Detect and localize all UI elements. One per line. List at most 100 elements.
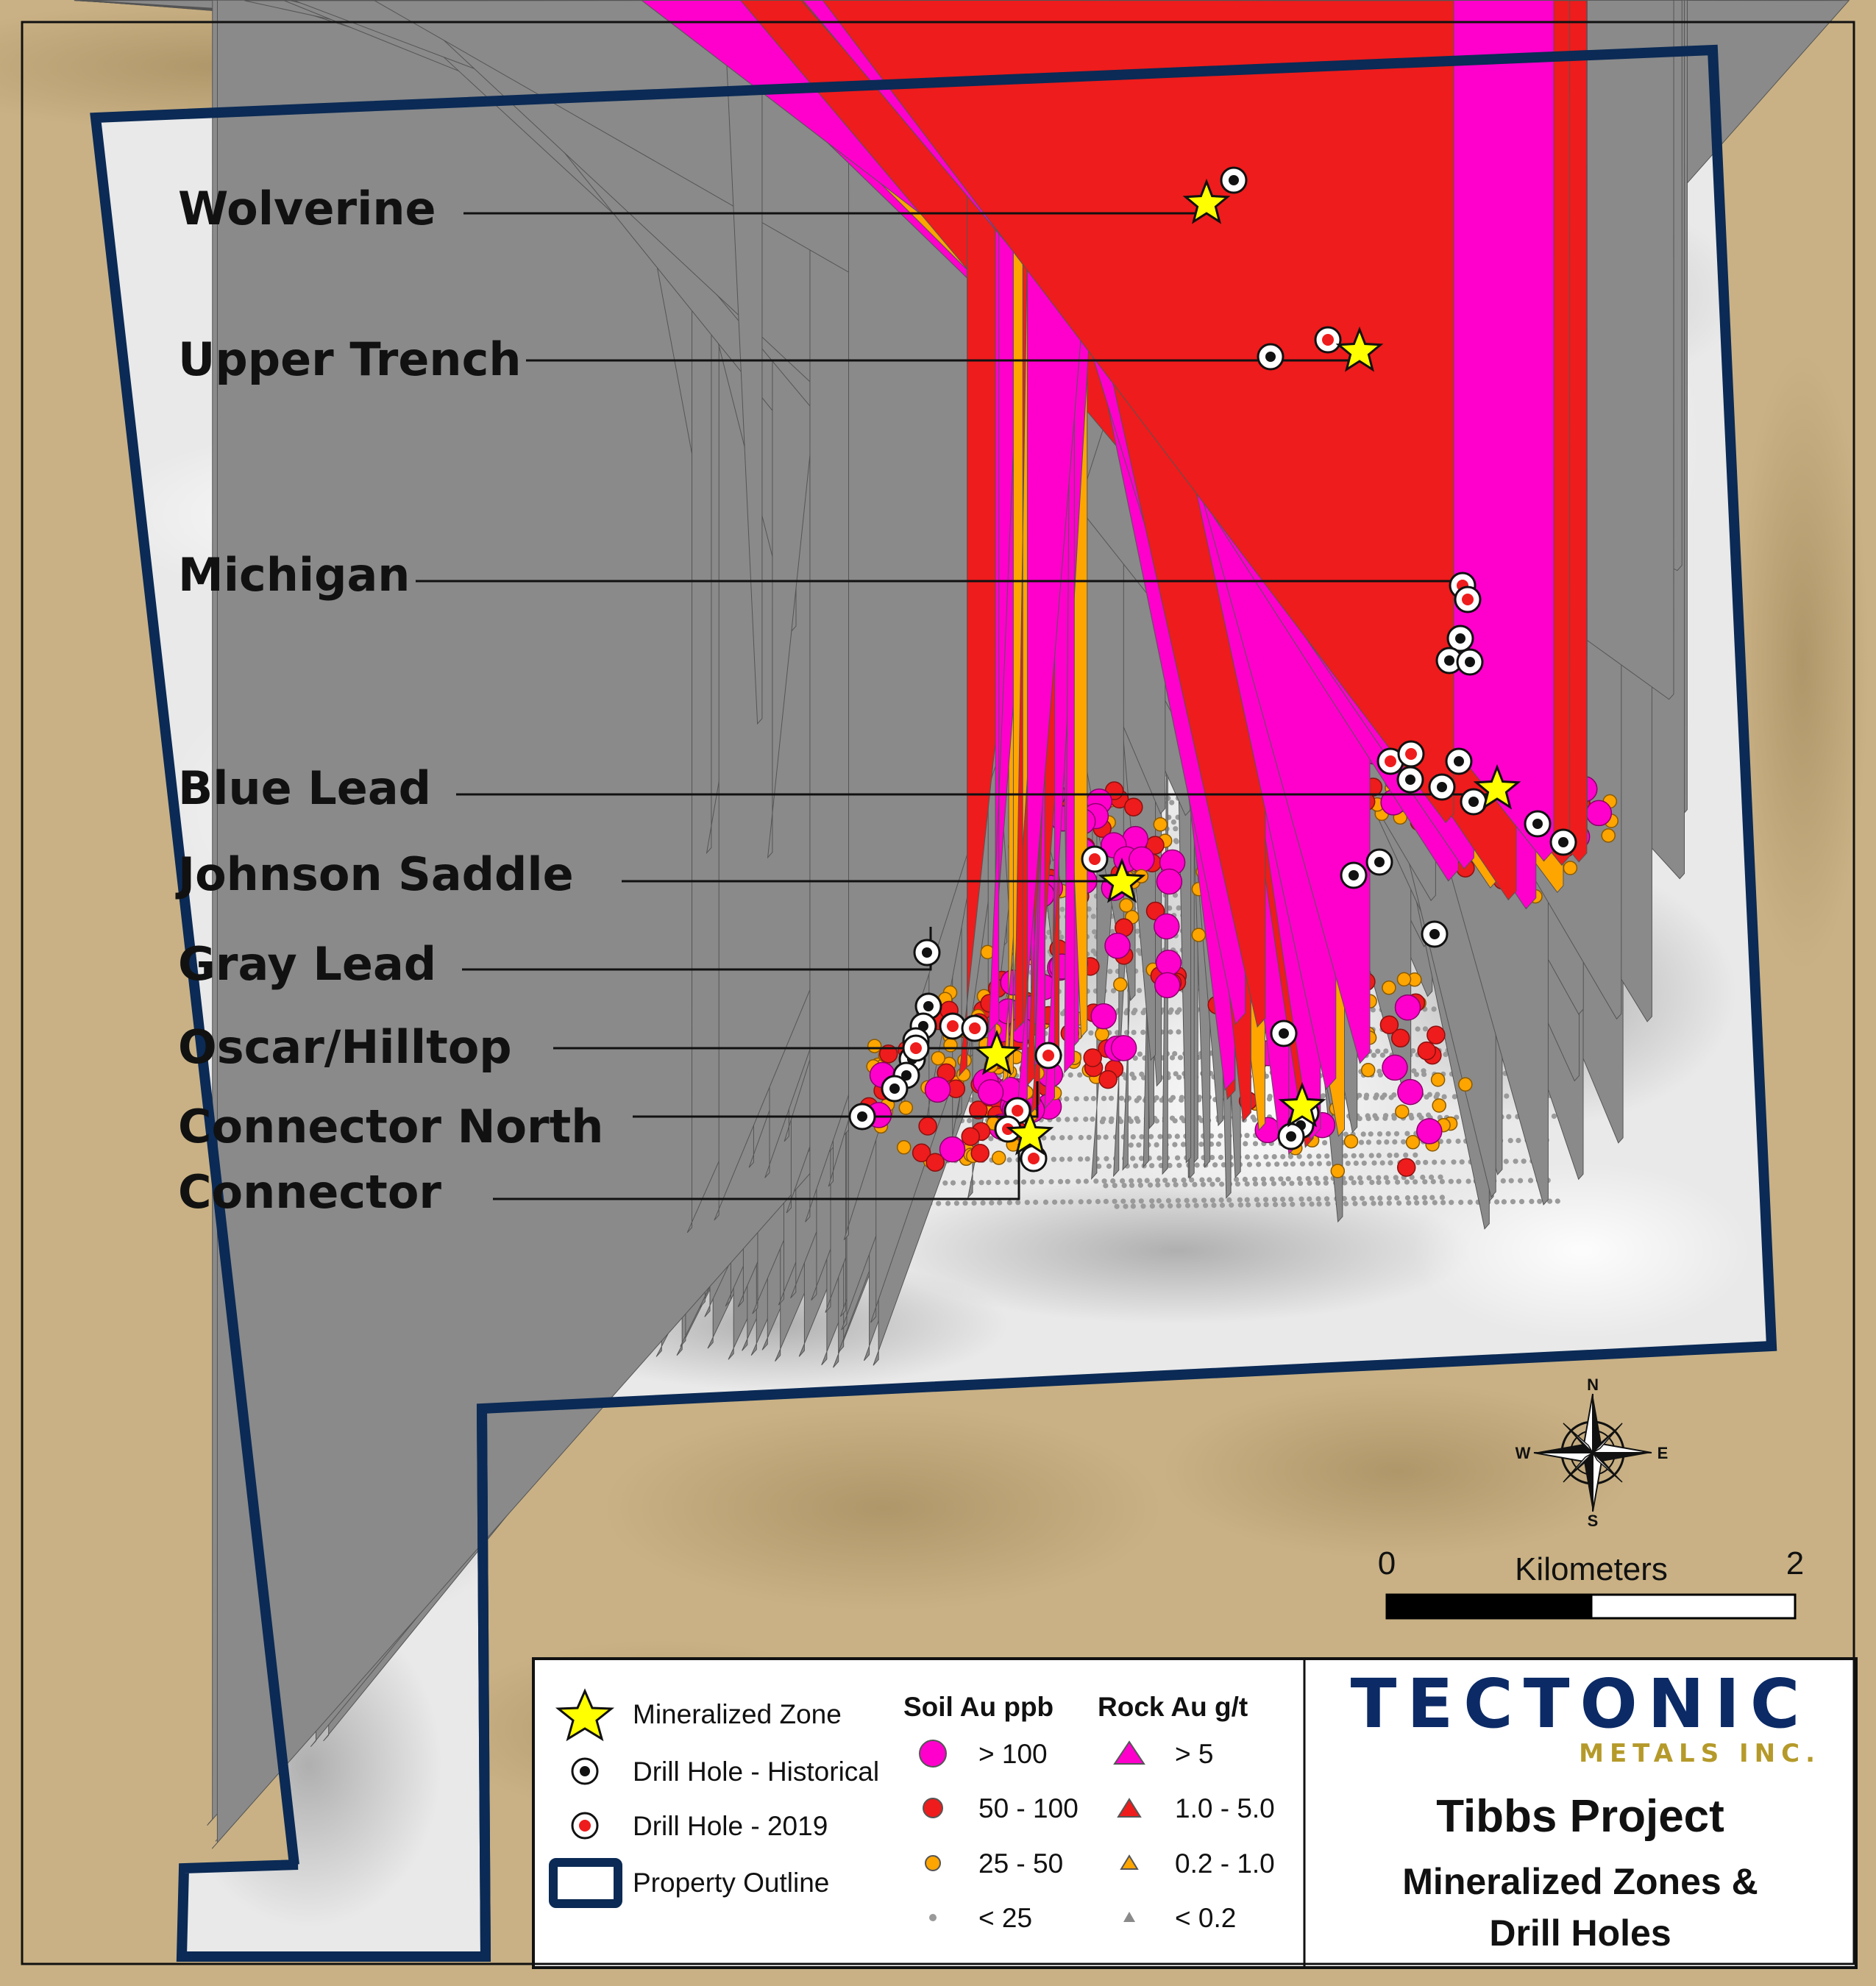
soil-sample-lt25: [1243, 1141, 1248, 1147]
soil-sample-lt25: [1234, 1181, 1240, 1187]
soil-sample-lt25: [1440, 1200, 1446, 1206]
soil-sample-lt25: [1440, 1159, 1446, 1165]
soil-sample-lt25: [1413, 1195, 1419, 1200]
soil-sample-lt25: [1059, 1011, 1066, 1017]
soil-sample-lt25: [1215, 1141, 1221, 1147]
soil-sample-lt25: [1298, 1181, 1304, 1186]
soil-sample-lt25: [1308, 1161, 1314, 1167]
soil-sample-lt25: [1033, 1199, 1039, 1206]
soil-sample-lt25: [1064, 1096, 1070, 1102]
soil-sample-lt25: [1323, 1180, 1329, 1186]
soil-sample-lt25: [1184, 1197, 1190, 1203]
soil-sample-lt25: [1371, 1200, 1376, 1206]
soil-sample-lt25: [1388, 1095, 1394, 1100]
soil-sample-lt25: [1211, 1203, 1217, 1209]
soil-sample-lt25: [1290, 1161, 1296, 1167]
soil-sample-lt25: [1221, 1162, 1226, 1168]
soil-sample-lt25: [1059, 906, 1065, 912]
soil-sample-lt25: [1506, 1114, 1512, 1120]
soil-sample-lt25: [1404, 1195, 1410, 1201]
soil-sample-lt25: [1157, 1133, 1163, 1139]
soil-sample-lt25: [1242, 1176, 1248, 1182]
soil-sample-lt25: [1262, 1197, 1269, 1203]
soil-sample-lt25: [1368, 1131, 1374, 1137]
soil-sample-lt25: [1246, 1161, 1252, 1167]
soil-sample-lt25: [1377, 1195, 1383, 1201]
soil-sample-lt25: [1201, 1197, 1207, 1203]
soil-sample-lt25: [1413, 1072, 1419, 1078]
soil-sample-lt25: [1128, 1142, 1134, 1148]
soil-sample-lt25: [1516, 1137, 1521, 1144]
soil-sample-lt25: [1083, 1117, 1089, 1122]
soil-sample-lt25: [1325, 1201, 1331, 1207]
soil-sample-lt25: [1362, 1200, 1368, 1206]
soil-sample-lt25: [1237, 1197, 1243, 1203]
soil-sample-lt25: [1207, 1177, 1212, 1183]
soil-sample-lt25: [1386, 1200, 1392, 1206]
soil-sample-lt25: [1209, 1197, 1215, 1203]
soil-sample-lt25: [1251, 1117, 1257, 1122]
soil-sample-lt25: [1167, 905, 1173, 911]
soil-sample-lt25: [1465, 1178, 1471, 1184]
soil-sample-lt25: [1439, 1178, 1445, 1184]
soil-sample-lt25: [1449, 1200, 1454, 1206]
soil-sample-lt25: [1237, 1202, 1243, 1208]
soil-sample-lt25: [1038, 1179, 1044, 1185]
soil-sample-lt25: [1409, 1175, 1415, 1181]
soil-sample-lt25: [967, 1117, 973, 1124]
soil-sample-lt25: [1379, 1160, 1385, 1166]
soil-sample-lt25: [1455, 1138, 1461, 1145]
soil-sample-lt25: [1366, 1175, 1372, 1181]
soil-sample-lt25: [1194, 1162, 1200, 1168]
soil-sample-lt25: [1182, 1182, 1188, 1188]
soil-sample-lt25: [1383, 1175, 1389, 1181]
soil-sample-lt25: [1351, 1195, 1357, 1201]
soil-sample-lt25: [1131, 1075, 1137, 1081]
soil-sample-lt25: [1246, 1202, 1251, 1208]
soil-sample-lt25: [1429, 1174, 1435, 1180]
soil-sample-lt25: [1273, 1202, 1279, 1208]
soil-sample-lt25: [1137, 1178, 1143, 1184]
soil-sample-lt25: [1379, 1052, 1385, 1058]
soil-sample-lt25: [1156, 1155, 1162, 1161]
soil-sample-lt25: [1060, 1199, 1066, 1205]
soil-sample-lt25: [1129, 1182, 1135, 1188]
soil-sample-lt25: [986, 1180, 992, 1186]
soil-sample-lt25: [1209, 1155, 1215, 1161]
soil-sample-lt25: [1377, 1072, 1383, 1078]
soil-sample-lt25: [1382, 1115, 1388, 1121]
soil-sample-lt25: [1086, 1134, 1092, 1140]
soil-sample-lt25: [1357, 1175, 1363, 1181]
soil-sample-lt25: [1315, 1153, 1322, 1159]
soil-sample-lt25: [1107, 969, 1113, 975]
soil-sample-lt25: [1518, 1199, 1525, 1205]
soil-sample-lt25: [1173, 839, 1179, 844]
soil-sample-lt25: [1351, 1153, 1357, 1158]
soil-sample-lt25: [1423, 1159, 1429, 1165]
soil-sample-lt25: [1360, 1195, 1365, 1201]
soil-sample-lt25: [1322, 1140, 1328, 1146]
soil-sample-lt25: [1360, 1131, 1366, 1137]
soil-sample-lt25: [1458, 1200, 1464, 1206]
soil-sample-lt25: [1131, 1010, 1137, 1016]
soil-sample-lt25: [1388, 1160, 1393, 1166]
soil-sample-lt25: [1287, 1153, 1293, 1159]
soil-sample-lt25: [1283, 1161, 1289, 1167]
soil-sample-lt25: [1108, 1119, 1114, 1125]
soil-sample-lt25: [1059, 1135, 1065, 1141]
soil-sample-lt25: [1174, 1133, 1180, 1139]
soil-sample-lt25: [1129, 1178, 1134, 1184]
soil-sample-lt25: [1467, 1199, 1473, 1205]
soil-sample-lt25: [1176, 1029, 1182, 1035]
soil-sample-lt25: [1385, 1179, 1390, 1185]
soil-sample-lt25: [1252, 1141, 1259, 1147]
soil-sample-lt25: [1179, 1097, 1184, 1103]
soil-sample-lt25: [1546, 1198, 1553, 1204]
soil-sample-lt25: [1006, 1157, 1012, 1163]
soil-sample-lt25: [1059, 934, 1065, 940]
soil-sample-lt25: [1420, 1174, 1426, 1181]
soil-sample-lt25: [1404, 1179, 1410, 1185]
soil-sample-lt25: [1131, 1030, 1137, 1036]
soil-sample-lt25: [1130, 1156, 1136, 1161]
soil-sample-lt25: [1219, 1202, 1226, 1209]
